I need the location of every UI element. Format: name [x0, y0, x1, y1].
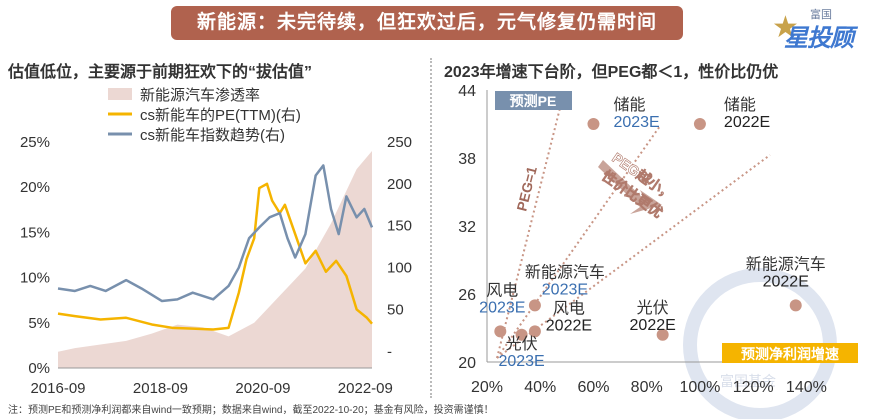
scatter-point: [587, 118, 600, 130]
point-name-label: 风电: [486, 281, 518, 299]
y-right-tick-label: 50: [387, 301, 404, 318]
x-tick-label: 20%: [471, 379, 503, 396]
ylabel-text: 预测PE: [510, 93, 557, 109]
pe-ttm-line: [57, 182, 373, 331]
x-tick-label: 60%: [577, 379, 609, 396]
left-chart-title: 估值低位，主要源于前期狂欢下的“拔估值”: [8, 64, 313, 81]
x-tick-label: 120%: [733, 379, 774, 396]
x-tick-label: 2018-09: [133, 380, 188, 397]
point-name-label: 风电: [553, 299, 585, 317]
point-name-label: 储能: [613, 96, 645, 114]
y-left-tick-label: 10%: [20, 270, 50, 287]
y-left-tick-label: 15%: [20, 224, 50, 241]
watermark-text: 富国基金: [720, 373, 776, 389]
y-tick-label: 44: [458, 83, 476, 100]
x-tick-label: 40%: [524, 379, 556, 396]
point-year-label: 2022E: [724, 114, 770, 131]
legend-label: cs新能车的PE(TTM)(右): [140, 107, 301, 124]
scatter-point: [528, 325, 541, 338]
peg-line-3: [496, 154, 771, 359]
y-left-tick-label: 5%: [28, 315, 50, 332]
point-name-label: 光伏: [637, 299, 669, 317]
penetration-area: [58, 151, 372, 368]
index-trend-line: [57, 164, 374, 303]
y-tick-label: 20: [458, 355, 476, 372]
right-chart-title: 2023年增速下台阶，但PEG都＜1，性价比仍优: [444, 64, 779, 81]
y-left-tick-label: 25%: [20, 134, 50, 151]
logo-big-text: 星投顾: [784, 25, 854, 52]
point-year-label: 2023E: [479, 299, 525, 316]
scatter-point: [789, 299, 802, 312]
arrow-icon: [598, 160, 662, 214]
point-name-label: 光伏: [506, 335, 538, 353]
legend-label: 新能源汽车渗透率: [140, 87, 260, 104]
scatter-point: [528, 299, 541, 312]
peg-equals-one-label: PEG=1: [513, 164, 540, 212]
logo-small-text: 富国: [810, 9, 832, 21]
x-tick-label: 2020-09: [235, 380, 290, 397]
xlabel-box: [722, 343, 858, 363]
scatter-point: [656, 328, 669, 341]
y-tick-label: 38: [458, 151, 476, 168]
brand-logo: ★ 富国 星投顾: [770, 4, 870, 52]
peg-line-2: [496, 125, 661, 359]
y-tick-label: 26: [458, 287, 476, 304]
point-year-label: 2022E: [630, 317, 676, 334]
ylabel-box: [495, 91, 572, 110]
x-tick-label: 2022-09: [338, 380, 393, 397]
y-right-tick-label: -: [387, 343, 392, 360]
x-tick-label: 100%: [679, 379, 720, 396]
point-year-label: 2023E: [542, 281, 588, 298]
scatter-point: [515, 328, 528, 341]
page-banner: 新能源：未完待续，但狂欢过后，元气修复仍需时间: [171, 6, 683, 40]
y-left-tick-label: 20%: [20, 179, 50, 196]
y-right-tick-label: 250: [387, 134, 412, 151]
point-year-label: 2022E: [763, 273, 809, 290]
x-tick-label: 2016-09: [30, 380, 85, 397]
legend-swatch-penetration: [108, 88, 132, 100]
y-right-tick-label: 100: [387, 260, 412, 277]
scatter-point: [693, 118, 706, 130]
x-tick-label: 140%: [786, 379, 827, 396]
point-name-label: 新能源汽车: [746, 255, 826, 273]
point-name-label: 新能源汽车: [525, 263, 605, 281]
panel-divider: [430, 58, 432, 398]
y-tick-label: 32: [458, 219, 476, 236]
point-year-label: 2023E: [613, 114, 659, 131]
y-right-tick-label: 150: [387, 218, 412, 235]
scatter-point: [494, 325, 507, 338]
star-icon: ★: [772, 11, 799, 44]
xlabel-text: 预测净利润增速: [741, 346, 839, 362]
point-name-label: 储能: [724, 96, 756, 114]
y-right-tick-label: 200: [387, 176, 412, 193]
point-year-label: 2022E: [546, 317, 592, 334]
y-left-tick-label: 0%: [28, 360, 50, 377]
x-tick-label: 80%: [631, 379, 663, 396]
footnote: 注：预测PE和预测净利润都来自wind一致预期；数据来自wind，截至2022-…: [8, 405, 494, 416]
legend-label: cs新能车指数趋势(右): [140, 127, 285, 144]
point-year-label: 2023E: [498, 353, 544, 370]
